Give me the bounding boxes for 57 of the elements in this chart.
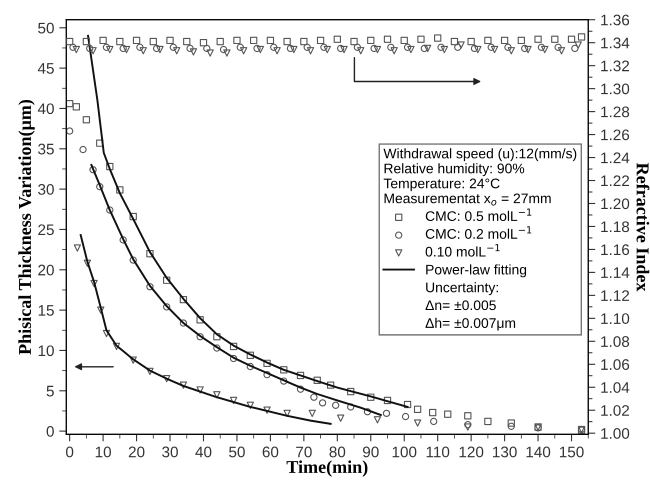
y-axis-title: Phisical Thickness Variation(μm): [18, 100, 35, 355]
legend-label: CMC: 0.5 molL$^{−1}$: [426, 208, 532, 222]
annotation: Δh= ±0.007μm: [426, 318, 516, 330]
x-tick-label: 40: [195, 446, 212, 458]
x-tick-label: 110: [426, 446, 450, 458]
x-tick-label: 150: [560, 446, 584, 458]
x-axis-title: Time(min): [286, 460, 368, 477]
y2-tick-label: 1.16: [601, 244, 630, 256]
y2-axis-title: Refractive Index: [636, 162, 650, 292]
x-tick-label: 0: [66, 446, 74, 458]
x-tick-label: 90: [362, 446, 379, 458]
y2-tick-label: 1.14: [601, 267, 630, 278]
y2-tick-label: 1.34: [601, 38, 630, 48]
y2-tick-label: 1.02: [601, 405, 630, 416]
legend-label: CMC: 0.2 molL$^{−1}$: [426, 226, 532, 239]
y2-tick-label: 1.06: [601, 359, 630, 370]
legend-title: Withdrawal speed (u):12(mm/s) Relative humidity: 90% Temperature: 24°C Measurementat x$_{o}$ = 27mm: [383, 148, 576, 206]
y-tick-label: 25: [38, 224, 54, 236]
x-tick-label: 10: [96, 446, 112, 458]
y-tick-label: 0: [46, 426, 54, 437]
y2-tick-label: 1.04: [601, 382, 630, 393]
y-tick-label: 10: [38, 345, 54, 356]
y2-tick-label: 1.28: [601, 106, 630, 118]
y2-tick-label: 1.22: [601, 175, 630, 186]
y-tick-label: 15: [38, 305, 54, 316]
y-tick-label: 40: [38, 103, 54, 114]
legend-label: Power-law fitting: [426, 264, 526, 278]
y-tick-label: 35: [38, 144, 54, 154]
y2-tick-label: 1.26: [601, 129, 630, 140]
y-tick-label: 20: [38, 264, 54, 276]
x-tick-label: 100: [392, 446, 416, 458]
y-tick-label: 30: [38, 184, 54, 195]
x-tick-label: 70: [296, 446, 312, 458]
y2-tick-label: 1.20: [601, 198, 630, 210]
y2-tick-label: 1.36: [601, 14, 630, 26]
y-tick-label: 5: [46, 386, 54, 396]
annotation: Uncertainty:: [426, 282, 498, 296]
y-tick-label: 50: [38, 22, 54, 34]
x-tick-label: 60: [262, 446, 278, 458]
y2-tick-label: 1.18: [601, 221, 630, 232]
legend-label: 0.10 molL$^{−1}$: [426, 244, 500, 257]
x-tick-label: 140: [526, 446, 550, 458]
x-tick-label: 130: [493, 446, 517, 458]
y-tick-label: 45: [38, 63, 54, 74]
y2-tick-label: 1.08: [601, 336, 630, 347]
y2-tick-label: 1.32: [601, 60, 630, 72]
y2-tick-label: 1.30: [601, 84, 630, 94]
y2-tick-label: 1.24: [601, 152, 630, 164]
x-tick-label: 80: [329, 446, 346, 458]
y2-tick-label: 1.10: [601, 313, 630, 324]
x-tick-label: 20: [128, 446, 144, 458]
y2-tick-label: 1.00: [601, 428, 630, 439]
y2-tick-label: 1.12: [601, 290, 630, 301]
annotation: Δn= ±0.005: [426, 300, 496, 310]
x-tick-label: 30: [162, 446, 178, 458]
x-tick-label: 50: [229, 446, 245, 458]
x-tick-label: 120: [460, 446, 484, 458]
